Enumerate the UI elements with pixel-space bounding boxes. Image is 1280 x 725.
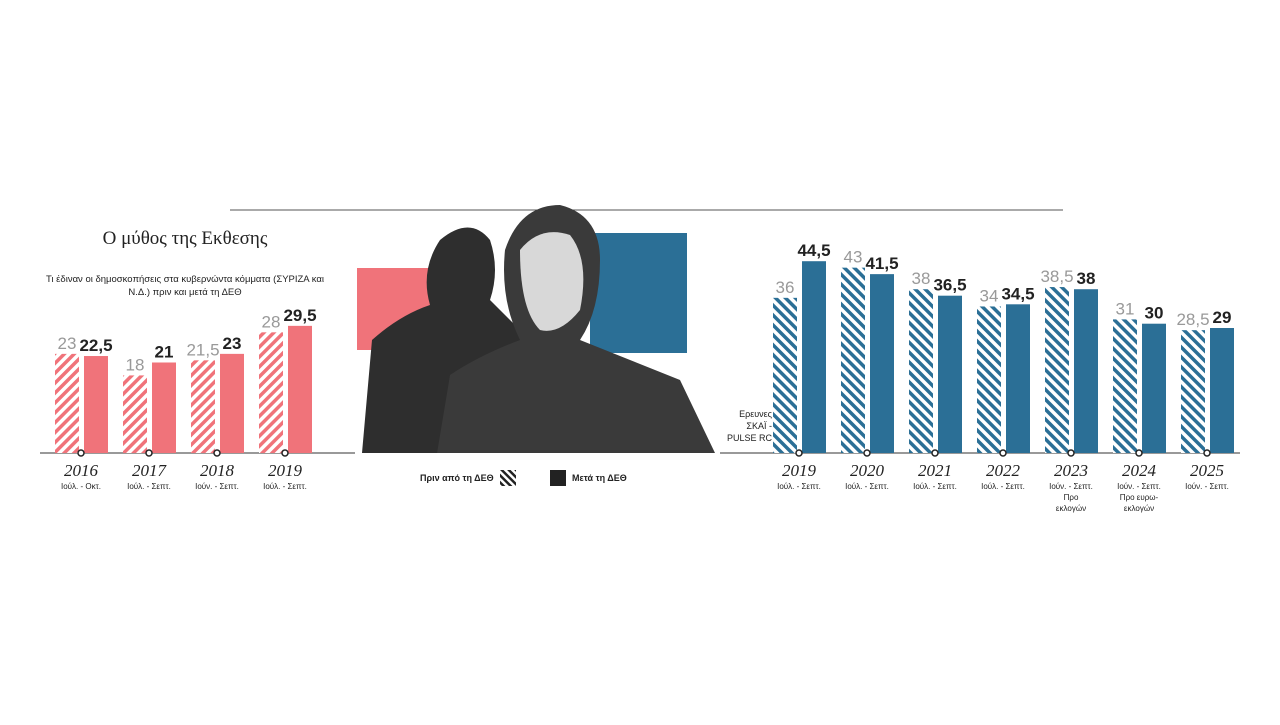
tick-marker	[1067, 449, 1075, 457]
period-label: Ιούλ. - Σεπτ.	[263, 482, 307, 491]
tick-marker	[77, 449, 85, 457]
label-after: 44,5	[797, 241, 830, 260]
tick-marker	[281, 449, 289, 457]
label-before: 23	[58, 334, 77, 353]
label-after: 23	[223, 334, 242, 353]
label-before: 38	[912, 269, 931, 288]
year-label: 2019	[268, 461, 303, 480]
year-label: 2018	[200, 461, 235, 480]
period-label: Ιούλ. - Σεπτ.	[127, 482, 171, 491]
legend-hatch-swatch	[499, 470, 516, 486]
bar-before	[259, 332, 283, 453]
photo-collage	[357, 205, 715, 453]
label-after: 34,5	[1001, 284, 1034, 303]
legend-after: Μετά τη ΔΕΘ	[550, 470, 627, 486]
tick-marker	[1135, 449, 1143, 457]
legend-before-label: Πριν από τη ΔΕΘ	[420, 473, 494, 483]
label-before: 21,5	[186, 340, 219, 359]
bar-after	[220, 353, 244, 453]
source-note: Ερευνες ΣΚΑΪ - PULSE RC	[726, 409, 772, 443]
bar-after	[802, 261, 826, 453]
label-after: 30	[1145, 304, 1164, 323]
bar-before	[909, 289, 933, 453]
period-label: Προ	[1064, 493, 1079, 502]
label-after: 22,5	[79, 336, 112, 355]
period-label: Ιούλ. - Σεπτ.	[981, 482, 1025, 491]
bar-after	[1074, 289, 1098, 453]
tick-marker	[213, 449, 221, 457]
bar-before	[123, 375, 147, 453]
label-after: 41,5	[865, 254, 898, 273]
tick-marker	[999, 449, 1007, 457]
label-after: 36,5	[933, 276, 966, 295]
period-label: Ιούν. - Σεπτ.	[1049, 482, 1093, 491]
label-before: 28,5	[1176, 310, 1209, 329]
bar-after	[152, 362, 176, 453]
bar-before	[841, 267, 865, 453]
period-label: εκλογών	[1124, 504, 1154, 513]
period-label: Προ ευρω-	[1120, 493, 1159, 502]
year-label: 2016	[64, 461, 99, 480]
label-before: 28	[262, 312, 281, 331]
period-label: εκλογών	[1056, 504, 1086, 513]
bar-before	[977, 306, 1001, 453]
label-after: 38	[1077, 269, 1096, 288]
label-before: 18	[126, 355, 145, 374]
period-label: Ιούν. - Σεπτ.	[195, 482, 239, 491]
bar-after	[84, 356, 108, 453]
chart-subtitle: Τι έδιναν οι δημοσκοπήσεις στα κυβερνώντ…	[45, 274, 324, 298]
legend-after-label: Μετά τη ΔΕΘ	[572, 473, 627, 483]
period-label: Ιούλ. - Σεπτ.	[913, 482, 957, 491]
bar-before	[1045, 287, 1069, 453]
portrait-right	[437, 205, 715, 453]
blue-square	[590, 233, 687, 353]
year-label: 2022	[986, 461, 1021, 480]
label-before: 36	[776, 278, 795, 297]
face	[520, 232, 584, 331]
bar-before	[1113, 319, 1137, 453]
legend-before: Πριν από τη ΔΕΘ	[420, 470, 516, 486]
bar-before	[191, 360, 215, 453]
label-after: 21	[155, 342, 174, 361]
year-label: 2021	[918, 461, 952, 480]
year-label: 2020	[850, 461, 885, 480]
bar-before	[1181, 330, 1205, 453]
chart-title: Ο μύθος της Εκθεσης	[102, 228, 268, 249]
bar-before	[773, 297, 797, 453]
period-label: Ιούλ. - Σεπτ.	[845, 482, 889, 491]
year-label: 2025	[1190, 461, 1224, 480]
label-after: 29	[1213, 308, 1232, 327]
label-before: 43	[844, 248, 863, 267]
year-label: 2019	[782, 461, 817, 480]
year-label: 2024	[1122, 461, 1157, 480]
label-before: 31	[1116, 299, 1135, 318]
year-label: 2023	[1054, 461, 1088, 480]
tick-marker	[795, 449, 803, 457]
bar-after	[1210, 328, 1234, 453]
bar-after	[1142, 323, 1166, 453]
tick-marker	[145, 449, 153, 457]
tick-marker	[1203, 449, 1211, 457]
bar-after	[870, 274, 894, 453]
label-before: 38,5	[1040, 267, 1073, 286]
tick-marker	[863, 449, 871, 457]
bar-after	[938, 295, 962, 453]
legend-solid-swatch	[550, 470, 566, 486]
label-after: 29,5	[283, 306, 316, 325]
bar-before	[55, 353, 79, 453]
period-label: Ιούλ. - Σεπτ.	[777, 482, 821, 491]
bar-after	[1006, 304, 1030, 453]
tick-marker	[931, 449, 939, 457]
bar-after	[288, 325, 312, 453]
period-label: Ιούν. - Σεπτ.	[1117, 482, 1161, 491]
year-label: 2017	[132, 461, 168, 480]
period-label: Ιούν. - Σεπτ.	[1185, 482, 1229, 491]
label-before: 34	[980, 286, 999, 305]
period-label: Ιούλ. - Οκτ.	[61, 482, 101, 491]
